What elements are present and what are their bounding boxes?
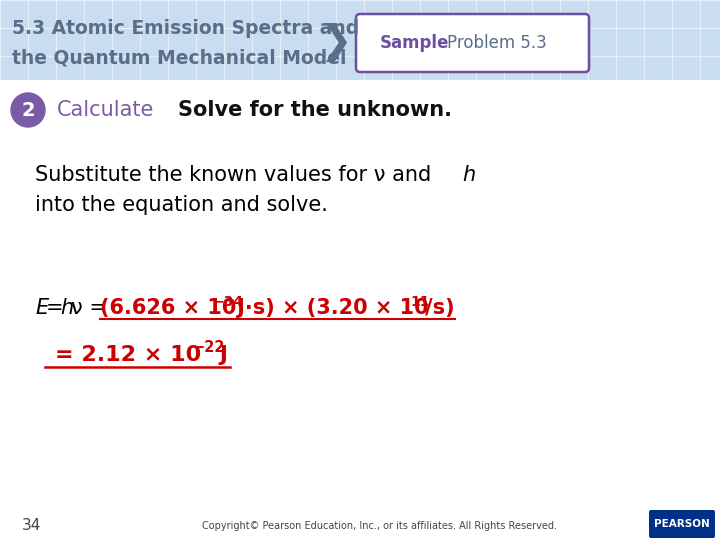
Text: Sample: Sample: [380, 34, 449, 52]
Text: −34: −34: [213, 295, 244, 309]
Text: Copyright© Pearson Education, Inc., or its affiliates. All Rights Reserved.: Copyright© Pearson Education, Inc., or i…: [202, 521, 557, 531]
Text: h: h: [462, 165, 475, 185]
Text: Solve for the unknown.: Solve for the unknown.: [178, 100, 452, 120]
Text: J·s) × (3.20 × 10: J·s) × (3.20 × 10: [230, 298, 428, 318]
Text: into the equation and solve.: into the equation and solve.: [35, 195, 328, 215]
Text: /s): /s): [425, 298, 454, 318]
Text: −22: −22: [192, 341, 225, 355]
Bar: [0, 80, 720, 540]
Text: =: =: [46, 298, 71, 318]
FancyBboxPatch shape: [649, 510, 715, 538]
Text: J: J: [212, 345, 228, 365]
Text: ν =: ν =: [71, 298, 114, 318]
Text: the Quantum Mechanical Model: the Quantum Mechanical Model: [12, 49, 346, 68]
FancyBboxPatch shape: [356, 14, 589, 72]
Text: E: E: [35, 298, 48, 318]
Text: 2: 2: [21, 100, 35, 119]
Text: ❯: ❯: [319, 24, 351, 63]
Text: Problem 5.3: Problem 5.3: [447, 34, 546, 52]
Text: 34: 34: [22, 518, 41, 534]
Text: (6.626 × 10: (6.626 × 10: [100, 298, 236, 318]
Circle shape: [11, 93, 45, 127]
Text: 5.3 Atomic Emission Spectra and: 5.3 Atomic Emission Spectra and: [12, 18, 359, 37]
Text: = 2.12 × 10: = 2.12 × 10: [55, 345, 202, 365]
Text: PEARSON: PEARSON: [654, 519, 710, 529]
Text: Calculate: Calculate: [57, 100, 154, 120]
Text: 11: 11: [410, 295, 430, 309]
Text: Substitute the known values for ν and: Substitute the known values for ν and: [35, 165, 438, 185]
Text: h: h: [60, 298, 73, 318]
